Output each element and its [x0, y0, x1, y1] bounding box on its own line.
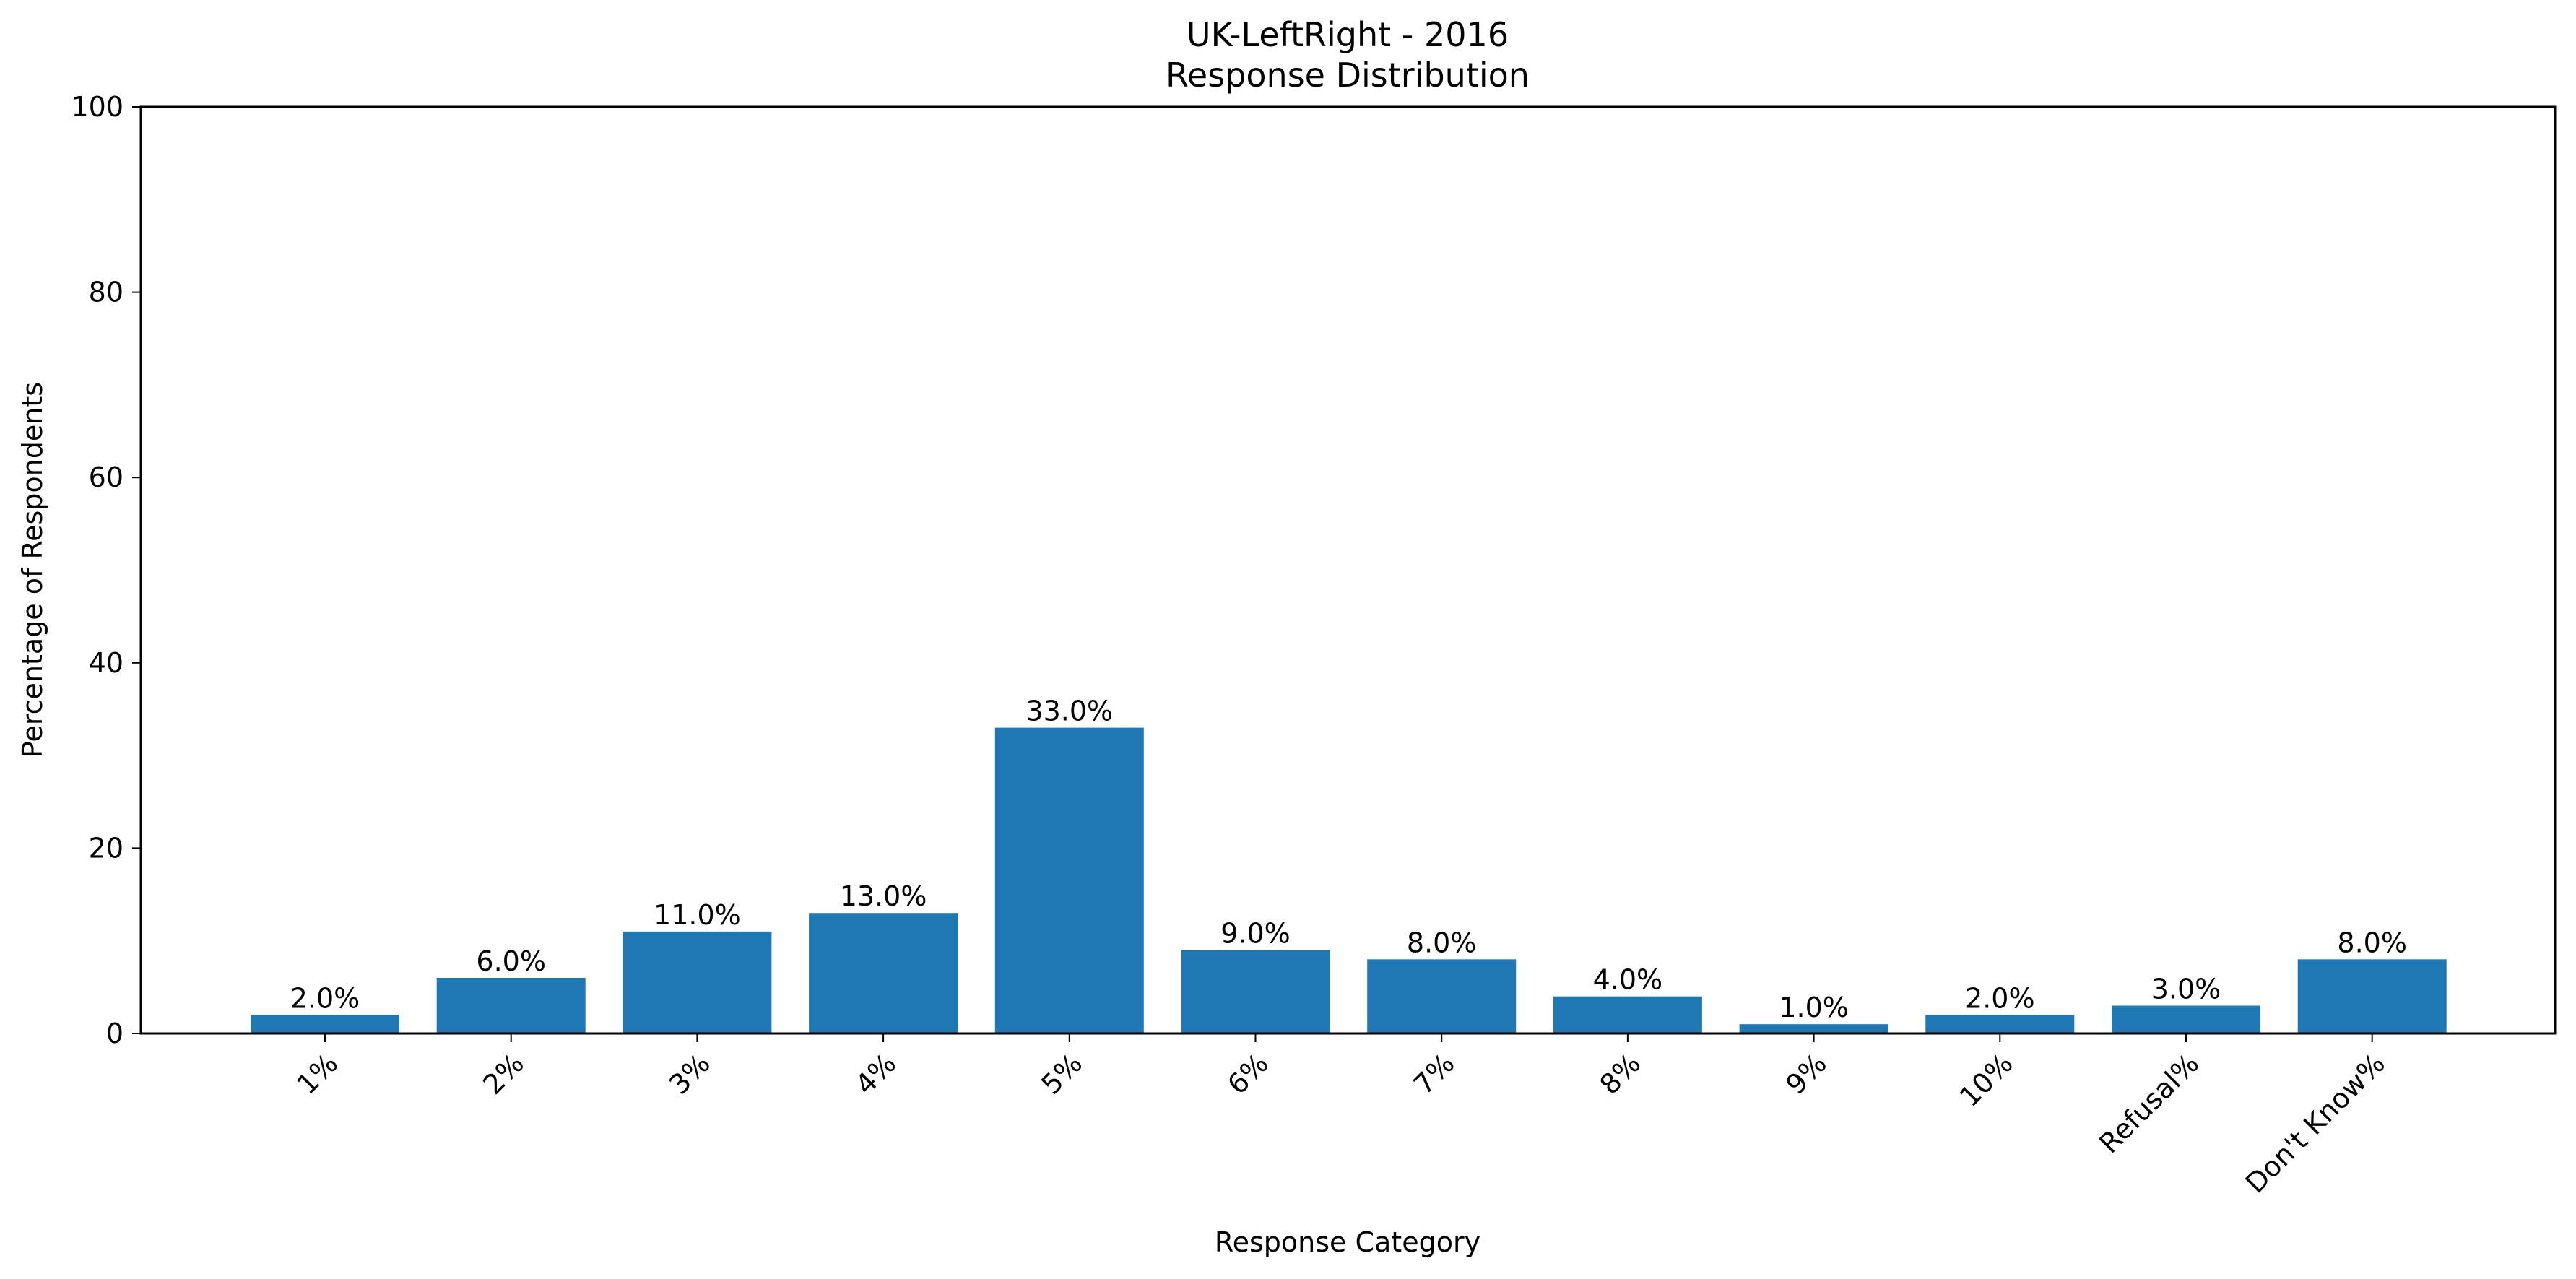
bar-5 [994, 727, 1144, 1033]
x-tick-label: 9% [1779, 1047, 1833, 1101]
bars-layer: 2.0% 6.0% 11.0% 13.0% 33.0% 9.0% 8.0% 4.0% 1.0% 2… [251, 695, 2447, 1033]
bar-value-label: 9.0% [1220, 918, 1291, 950]
bar-value-label: 8.0% [1407, 927, 1477, 958]
x-tick-label: Don't Know% [2239, 1047, 2391, 1199]
y-tick-label: 20 [89, 832, 123, 864]
bar-7 [1367, 959, 1517, 1033]
y-tick-label: 80 [89, 277, 123, 308]
bar-value-label: 2.0% [290, 982, 360, 1014]
x-tick-label: 7% [1408, 1047, 1461, 1101]
bar-value-label: 3.0% [2151, 974, 2221, 1005]
y-tick-label: 0 [106, 1018, 123, 1049]
x-tick-label: 10% [1953, 1047, 2019, 1113]
x-tick-label: 3% [663, 1047, 716, 1101]
y-tick-label: 100 [71, 91, 123, 123]
bar-4 [809, 913, 958, 1033]
bar-6 [1181, 950, 1330, 1033]
y-tick-label: 40 [89, 647, 123, 679]
bar-value-label: 11.0% [654, 899, 741, 931]
bar-value-label: 6.0% [476, 945, 546, 977]
bar-value-label: 2.0% [1965, 982, 2035, 1014]
x-tick-label: 6% [1221, 1047, 1275, 1101]
x-tick-label: 5% [1035, 1047, 1088, 1101]
bar-2 [436, 978, 586, 1033]
x-tick-label: 1% [291, 1047, 344, 1101]
bar-value-label: 13.0% [840, 880, 927, 912]
bar-value-label: 8.0% [2337, 927, 2407, 958]
bar-12 [2297, 959, 2447, 1033]
bar-1 [251, 1015, 399, 1033]
y-axis-ticks: 0 20 40 60 80 100 [71, 91, 141, 1049]
bar-3 [623, 931, 772, 1033]
x-tick-label: 2% [477, 1047, 530, 1101]
bar-10 [1925, 1015, 2075, 1033]
bar-11 [2112, 1005, 2260, 1033]
bar-value-label: 1.0% [1779, 992, 1849, 1023]
bar-value-label: 4.0% [1593, 964, 1663, 996]
y-axis-label: Percentage of Respondents [17, 382, 48, 758]
x-axis-ticks: 1% 2% 3% 4% 5% 6% 7% 8% 9% 10% Refusal% Don't Know% [291, 1033, 2391, 1200]
x-tick-label: 4% [849, 1047, 903, 1101]
bar-9 [1739, 1024, 1888, 1033]
x-tick-label: 8% [1594, 1047, 1647, 1101]
chart-subtitle: Response Distribution [1166, 56, 1530, 95]
y-tick-label: 60 [89, 461, 123, 493]
bar-value-label: 33.0% [1025, 695, 1113, 727]
x-axis-label: Response Category [1215, 1226, 1480, 1258]
chart-title: UK-LeftRight - 2016 [1187, 15, 1509, 54]
plot-area-frame [139, 105, 2557, 1035]
bar-8 [1553, 996, 1702, 1033]
x-tick-label: Refusal% [2093, 1047, 2205, 1159]
